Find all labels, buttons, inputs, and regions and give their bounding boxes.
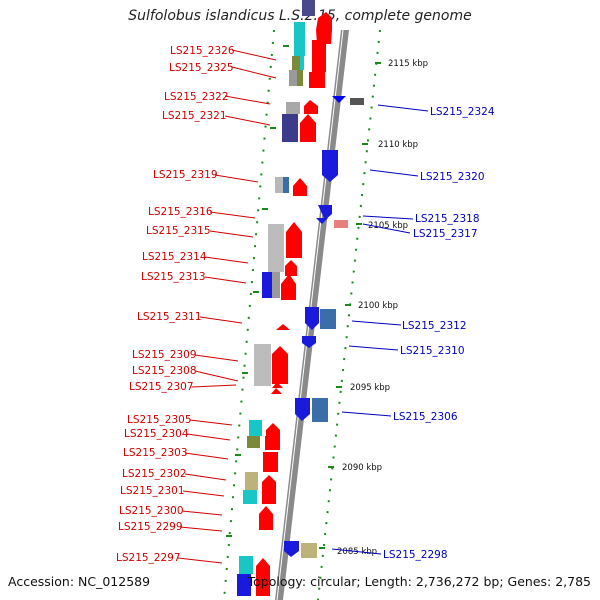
scale-label-2105: 2105 kbp [368, 221, 408, 231]
gene-label-ls215-2308[interactable]: LS215_2308 [132, 365, 197, 377]
gene-label-ls215-2322[interactable]: LS215_2322 [164, 91, 229, 103]
scale-label-2115: 2115 kbp [388, 59, 428, 69]
gene-label-ls215-2315[interactable]: LS215_2315 [146, 225, 211, 237]
right-label-connectors [331, 104, 429, 555]
scale-label-2100: 2100 kbp [358, 301, 398, 311]
scale-ticks [226, 45, 381, 549]
scale-label-2090: 2090 kbp [342, 463, 382, 473]
gene-label-ls215-2301[interactable]: LS215_2301 [120, 485, 185, 497]
gene-label-ls215-2304[interactable]: LS215_2304 [124, 428, 189, 440]
gene-label-ls215-2319[interactable]: LS215_2319 [153, 169, 218, 181]
left-label-connectors [177, 49, 277, 564]
gene-label-ls215-2302[interactable]: LS215_2302 [122, 468, 187, 480]
gene-label-ls215-2310[interactable]: LS215_2310 [400, 345, 465, 357]
gene-label-ls215-2321[interactable]: LS215_2321 [162, 110, 227, 122]
gene-label-ls215-2299[interactable]: LS215_2299 [118, 521, 183, 533]
gene-label-ls215-2298[interactable]: LS215_2298 [383, 549, 448, 561]
scale-label-2110: 2110 kbp [378, 140, 418, 150]
gene-label-ls215-2307[interactable]: LS215_2307 [129, 381, 194, 393]
gene-label-ls215-2325[interactable]: LS215_2325 [169, 62, 234, 74]
gene-label-ls215-2320[interactable]: LS215_2320 [420, 171, 485, 183]
forward-strand-genes [237, 0, 332, 596]
map-title: Sulfolobus islandicus L.S.2.15, complete… [128, 8, 472, 24]
gene-label-ls215-2312[interactable]: LS215_2312 [402, 320, 467, 332]
gene-label-ls215-2314[interactable]: LS215_2314 [142, 251, 207, 263]
gene-label-ls215-2300[interactable]: LS215_2300 [119, 505, 184, 517]
gene-label-ls215-2324[interactable]: LS215_2324 [430, 106, 495, 118]
gene-label-ls215-2303[interactable]: LS215_2303 [123, 447, 188, 459]
gene-label-ls215-2318[interactable]: LS215_2318 [415, 213, 480, 225]
gene-label-ls215-2311[interactable]: LS215_2311 [137, 311, 202, 323]
gene-label-ls215-2326[interactable]: LS215_2326 [170, 45, 235, 57]
gene-label-ls215-2309[interactable]: LS215_2309 [132, 349, 197, 361]
gene-label-ls215-2305[interactable]: LS215_2305 [127, 414, 192, 426]
gene-label-ls215-2317[interactable]: LS215_2317 [413, 228, 478, 240]
accession-text: Accession: NC_012589 [8, 574, 151, 589]
gene-label-ls215-2297[interactable]: LS215_2297 [116, 552, 181, 564]
reverse-strand-genes [284, 96, 364, 558]
gene-label-ls215-2313[interactable]: LS215_2313 [141, 271, 206, 283]
outer-dotted-guide [317, 29, 381, 600]
genome-summary: Topology: circular; Length: 2,736,272 bp… [247, 574, 591, 589]
scale-label-2095: 2095 kbp [350, 383, 390, 393]
gene-label-ls215-2316[interactable]: LS215_2316 [148, 206, 213, 218]
gene-label-ls215-2306[interactable]: LS215_2306 [393, 411, 458, 423]
